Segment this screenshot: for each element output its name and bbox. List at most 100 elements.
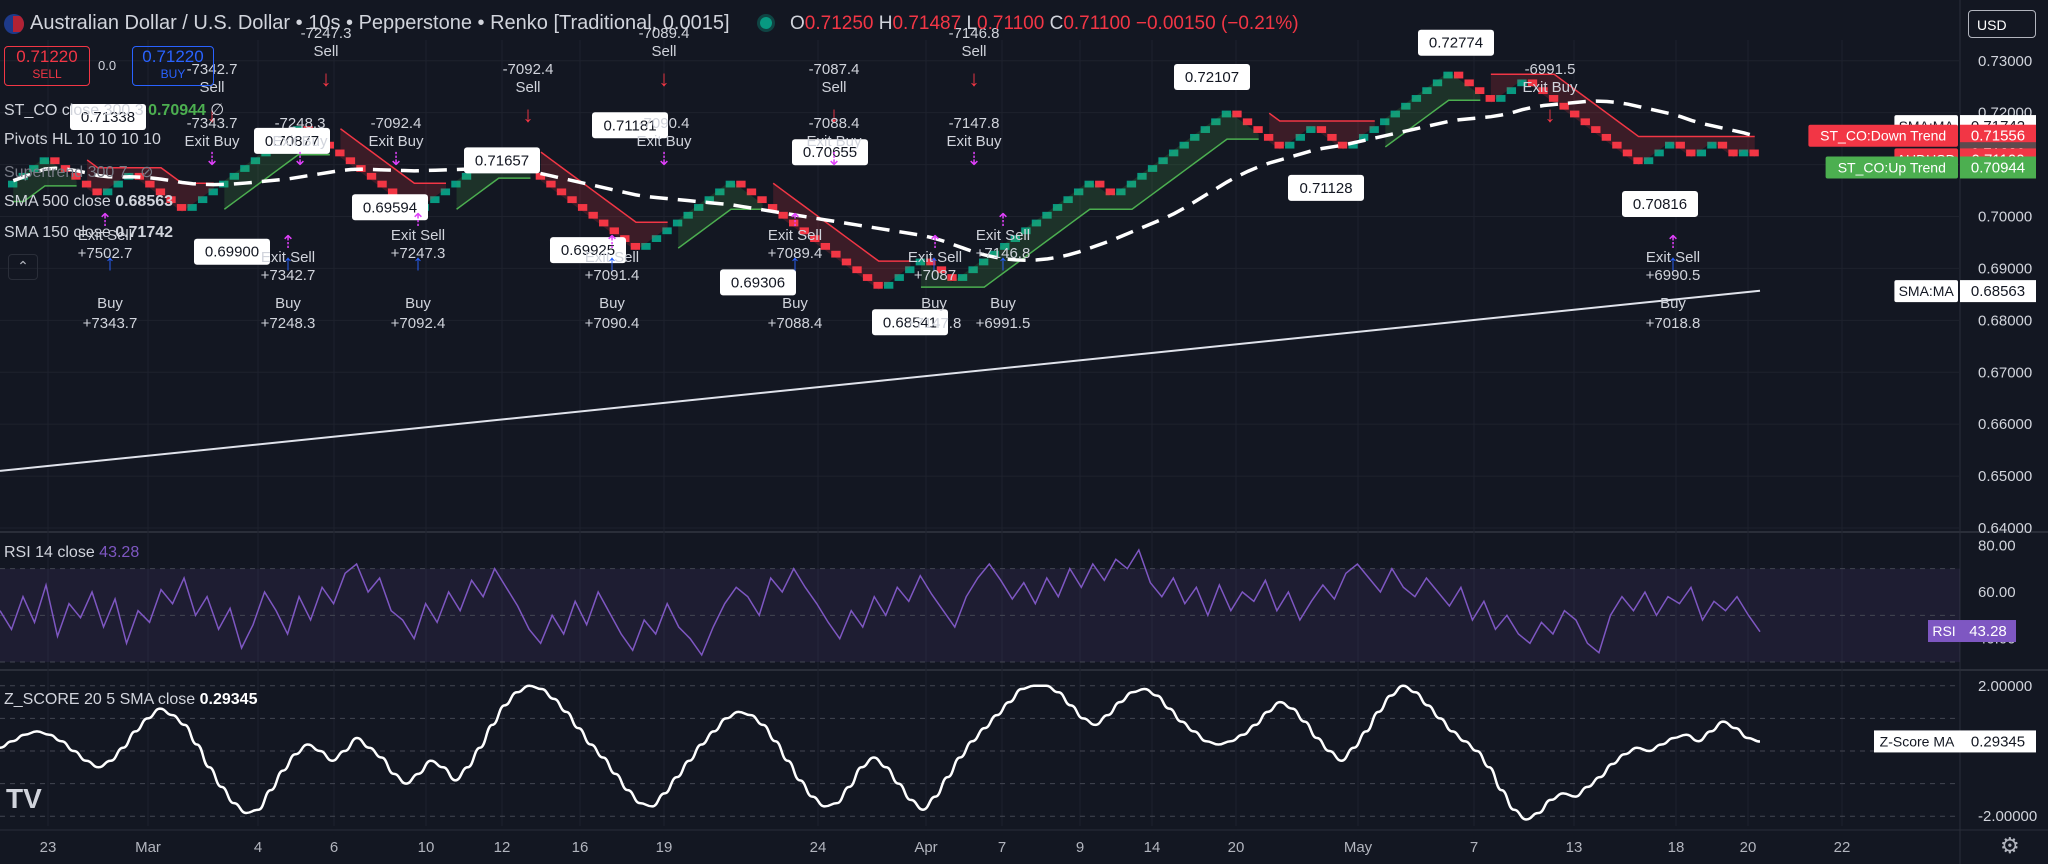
legend-rsi[interactable]: RSI 14 close 43.28 <box>4 544 140 561</box>
down-brick <box>1253 126 1263 133</box>
up-brick <box>989 250 999 258</box>
down-brick <box>778 211 788 219</box>
legend-zscore[interactable]: Z_SCORE 20 5 SMA close 0.29345 <box>4 691 258 708</box>
up-brick <box>1147 165 1158 172</box>
up-brick <box>1665 141 1675 149</box>
pivot-label-box <box>592 112 668 139</box>
down-brick <box>599 219 609 227</box>
downtrend-line <box>1268 112 1375 122</box>
up-brick <box>672 219 683 227</box>
price-tag-value-box <box>1960 124 2036 147</box>
pivot-label: 0.69900 <box>194 238 270 265</box>
down-brick <box>1232 110 1242 118</box>
exit-buy-text: Exit Buy <box>946 133 1002 150</box>
down-brick <box>936 266 947 274</box>
up-brick <box>968 266 978 274</box>
price-tag-value: 0.68563 <box>1971 283 2025 300</box>
up-brick <box>113 180 123 188</box>
x-tick-label: Apr <box>914 839 937 856</box>
up-brick <box>1179 141 1189 149</box>
buy-signal-text: Buy <box>97 295 123 312</box>
legend-sma150[interactable]: SMA 150 close 0.71742 <box>4 224 174 241</box>
down-brick <box>1475 87 1485 95</box>
zscore-y-tick: -2.00000 <box>1978 808 2037 825</box>
up-brick <box>1052 204 1063 211</box>
down-brick <box>546 180 556 188</box>
exit-sell-text: +7342.7 <box>261 267 316 284</box>
y-tick-label: 0.67000 <box>1978 364 2032 381</box>
rsi-y-tick: 80.00 <box>1978 537 2016 554</box>
up-brick <box>1084 180 1094 188</box>
buy-signal-label: ↑ Buy +7018.8 <box>1646 250 1701 332</box>
pivot-label-text: 0.69594 <box>363 199 417 216</box>
down-brick <box>841 258 852 266</box>
up-brick <box>1168 149 1179 157</box>
exit-arrow-icon: ⇡ <box>927 232 942 252</box>
legend-st-co[interactable]: ST_CO close 300 3 0.70944 ∅ <box>4 102 225 119</box>
down-brick <box>831 250 841 258</box>
up-brick <box>1707 141 1717 149</box>
uptrend-line <box>13 185 77 203</box>
x-tick-label: 16 <box>572 839 589 856</box>
up-brick <box>725 180 736 188</box>
y-tick-label: 0.66000 <box>1978 416 2032 433</box>
y-tick-label: 0.64000 <box>1978 520 2032 537</box>
sell-arrow-icon: ↓ <box>659 66 670 91</box>
exit-signal-label: Exit Sell+7089.4 ⇡ <box>768 210 823 262</box>
down-brick <box>873 281 883 289</box>
price-tag-name: ST_CO:Down Trend <box>1820 128 1946 144</box>
exit-buy-text: -7088.4 <box>809 115 860 132</box>
exit-signal-label: Exit Sell+7087 ⇡ <box>908 232 962 284</box>
pivot-label-text: 0.69900 <box>205 244 259 261</box>
uptrend-line-fill <box>13 157 77 202</box>
gear-icon[interactable]: ⚙ <box>2000 833 2020 858</box>
up-brick <box>662 227 672 235</box>
exit-buy-text: -7090.4 <box>639 115 690 132</box>
legend-pivots[interactable]: Pivots HL 10 10 10 10 <box>4 131 161 148</box>
tradingview-logo-icon[interactable]: TV <box>6 783 42 814</box>
down-brick <box>1095 180 1105 188</box>
legend-sma500[interactable]: SMA 500 close 0.68563 <box>4 193 174 210</box>
buy-signal-text: +7088.4 <box>768 315 823 332</box>
pivot-label: 0.71338 <box>70 103 146 130</box>
price-tag-name-box <box>1825 156 1958 179</box>
down-brick <box>789 219 799 227</box>
currency-select[interactable]: USD <box>1968 10 2036 38</box>
symbol-title[interactable]: Australian Dollar / U.S. Dollar • 10s • … <box>30 12 730 34</box>
down-brick <box>345 157 356 165</box>
price-tag-value: 0.70944 <box>1971 160 2025 177</box>
exit-arrow-icon: ⇣ <box>826 149 841 169</box>
up-brick <box>1295 133 1305 141</box>
down-brick <box>155 188 166 196</box>
x-tick-label: May <box>1344 839 1373 856</box>
pivot-label: 0.69594 <box>352 194 428 221</box>
pivot-label: 0.68541 <box>872 309 948 336</box>
sell-signal-text: -7146.8 <box>949 25 1000 42</box>
legend-supertrend[interactable]: Supertrend 300 7 ⊘ <box>4 164 154 181</box>
zscore-y-tick: 2.00000 <box>1978 678 2032 695</box>
sell-button[interactable]: 0.71220 SELL <box>4 46 90 86</box>
ohlc-readout: O0.71250 H0.71487 L0.71100 C0.71100 −0.0… <box>790 13 1299 34</box>
up-brick <box>1654 149 1664 157</box>
exit-buy-text: Exit Buy <box>806 133 862 150</box>
x-tick-label: 22 <box>1834 839 1851 856</box>
exit-sell-text: Exit Sell <box>78 227 132 244</box>
chevron-up-icon[interactable]: ⌃ <box>8 254 38 280</box>
exit-sell-text: +7087 <box>914 267 956 284</box>
exit-sell-text: +6990.5 <box>1646 267 1701 284</box>
buy-button[interactable]: 0.71220 BUY <box>132 46 214 86</box>
exit-sell-text: +7247.3 <box>391 245 446 262</box>
downtrend-line <box>540 151 668 223</box>
exit-arrow-icon: ⇡ <box>787 210 802 230</box>
eye-hidden-icon[interactable]: ⊘ <box>140 164 154 181</box>
exit-sell-text: Exit Sell <box>976 227 1030 244</box>
down-brick <box>736 180 746 188</box>
down-brick <box>1538 87 1548 95</box>
pivot-label-text: 0.69306 <box>731 274 785 291</box>
buy-arrow-icon: ↑ <box>413 250 424 275</box>
down-brick <box>1749 149 1759 157</box>
